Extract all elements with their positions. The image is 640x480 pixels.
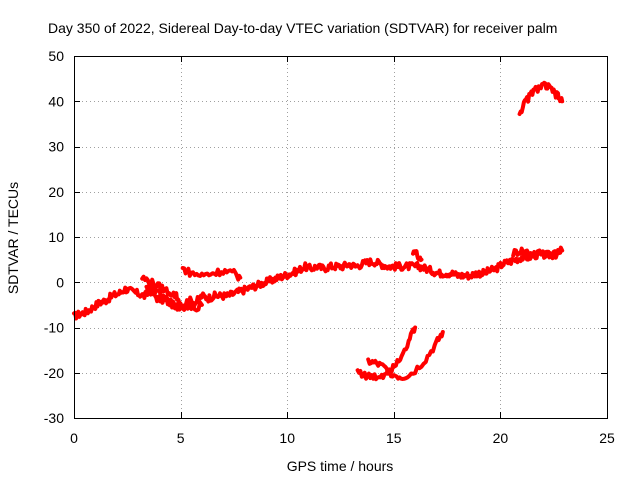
y-tick-label: 0 [56,274,64,290]
series-line-loop-3-5h [140,274,183,311]
x-tick-label: 20 [493,430,509,446]
y-axis-label: SDTVAR / TECUs [5,182,21,294]
x-tick-label: 25 [599,430,615,446]
y-tick-label: -30 [44,410,64,426]
ticks [74,56,608,419]
y-tick-label: 10 [48,229,64,245]
series-line-spike-16h [411,249,424,263]
series-line-arc-high [517,80,565,116]
x-tick-label: 0 [70,430,78,446]
y-tick-label: 40 [48,93,64,109]
x-tick-label: 5 [177,430,185,446]
y-tick-label: 20 [48,184,64,200]
x-tick-label: 10 [279,430,295,446]
grid [74,56,607,418]
series-line-upper-band [511,245,565,259]
y-tick-label: -10 [44,320,64,336]
y-tick-label: 30 [48,139,64,155]
x-axis-label: GPS time / hours [287,458,394,474]
x-tick-label: 15 [386,430,402,446]
series-line-arc-low-b [366,330,445,381]
data-series [72,80,565,382]
chart-title: Day 350 of 2022, Sidereal Day-to-day VTE… [48,20,557,36]
series-line-main-trace [72,248,563,321]
y-tick-label: 50 [48,48,64,64]
y-tick-label: -20 [44,365,64,381]
series-line-lower-branch-5-6h [167,298,204,313]
series-line-branch-5-8h [180,266,243,282]
tick-labels: 0 5 10 15 20 25 -30 -20 -10 0 10 20 30 40 50 [44,48,615,446]
